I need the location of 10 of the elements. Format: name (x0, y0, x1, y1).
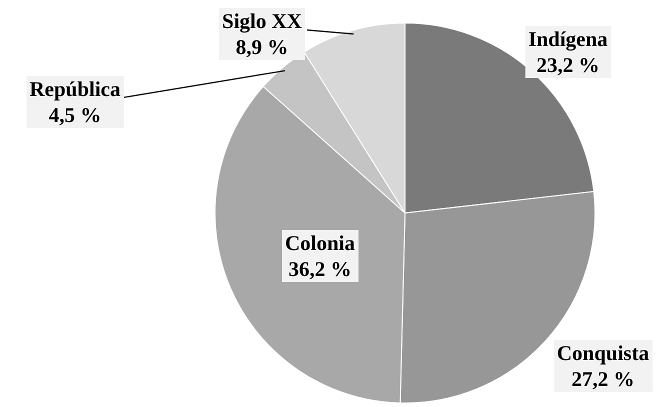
data-label: 23,2 % (536, 53, 600, 77)
data-label: 4,5 % (48, 103, 102, 127)
data-label: 27,2 % (572, 367, 634, 391)
slice-label: República (29, 77, 122, 101)
data-label: 36,2 % (288, 257, 352, 281)
slice-label: Indígena (528, 27, 608, 51)
data-label: 8,9 % (236, 35, 288, 59)
slice-label: Conquista (556, 341, 650, 365)
slice-label: Siglo XX (222, 9, 302, 33)
slice-label: Colonia (284, 231, 356, 255)
